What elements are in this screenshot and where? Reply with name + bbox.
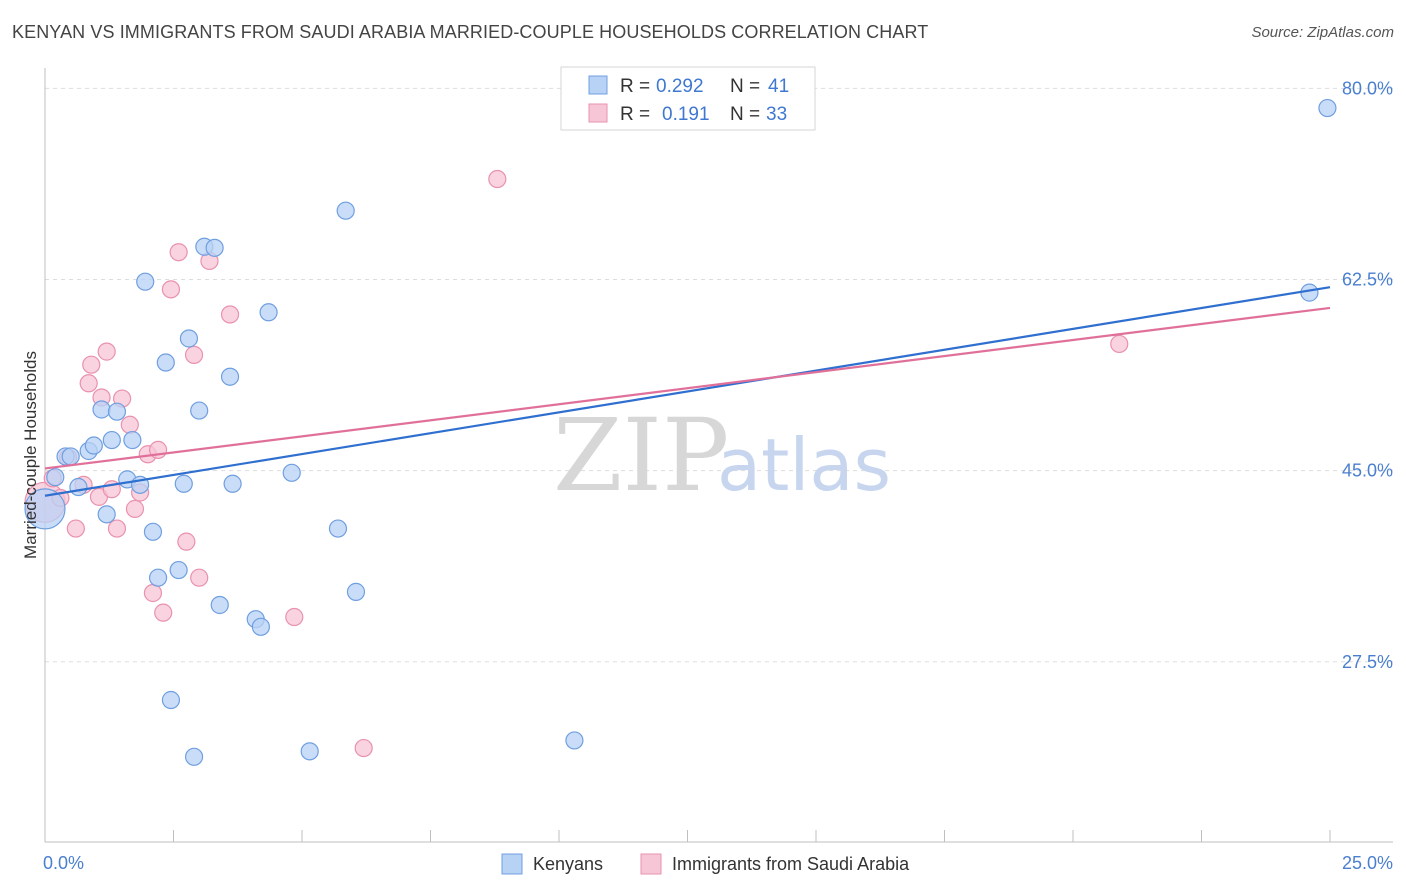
watermark-atlas: atlas [717,423,891,507]
legend-n-label-1: N = [730,76,760,97]
point-saudi-23 [177,532,196,551]
point-kenyans-30 [251,617,270,636]
point-kenyans-23 [190,401,209,420]
point-kenyans-37 [565,731,584,750]
bottom-legend-swatch-kenyans [501,853,523,875]
point-kenyans-31 [259,303,278,322]
point-saudi-15 [125,499,145,518]
y-axis-label: Married-couple Households [21,351,40,559]
y-tick-label-2: 62.5% [1342,270,1393,290]
legend-swatch-kenyans [588,75,608,95]
point-kenyans-25 [205,238,224,257]
point-kenyans-16 [148,568,168,587]
point-saudi-10 [97,342,116,361]
point-saudi-4 [66,519,85,538]
tick-labels: 27.5% 45.0% 62.5% 80.0% 0.0% 25.0% [43,78,1393,873]
point-saudi-18 [143,583,163,603]
legend-r-value-1: 0.292 [656,76,704,97]
point-kenyans-7 [92,400,111,419]
point-kenyans-38 [1300,283,1319,302]
point-kenyans-34 [328,519,348,538]
legend: R = 0.292 N = 41 R = 0.191 N = 33 [560,66,816,131]
point-kenyans-39 [1318,98,1337,118]
point-kenyans-28 [223,474,242,493]
source-credit: Source: ZipAtlas.com [1251,24,1394,41]
point-kenyans-27 [220,367,240,386]
series-kenyans-points [24,98,1337,766]
point-saudi-22 [169,243,188,262]
trend-line-saudi [44,306,1331,470]
chart-title: KENYAN VS IMMIGRANTS FROM SAUDI ARABIA M… [12,22,929,42]
point-kenyans-35 [336,201,355,220]
legend-n-value-2: 33 [766,104,787,125]
bottom-legend-saudi: Immigrants from Saudi Arabia [672,854,910,874]
legend-swatch-saudi [588,103,608,123]
watermark-zip: ZIP [553,397,729,514]
point-saudi-7 [82,355,101,374]
point-kenyans-1 [46,468,65,487]
point-kenyans-17 [156,353,175,372]
legend-r-value-2: 0.191 [662,104,710,125]
bottom-legend-swatch-saudi [640,853,662,875]
point-kenyans-15 [143,522,163,541]
point-kenyans-14 [136,272,155,291]
watermark: ZIP atlas [553,397,891,514]
point-kenyans-4 [69,477,88,497]
point-saudi-24 [184,345,204,364]
x-tick-label-0: 0.0% [43,853,84,873]
point-kenyans-20 [174,474,193,493]
bottom-legend-kenyans: Kenyans [533,854,603,874]
point-kenyans-0 [24,488,66,530]
y-tick-label-1: 45.0% [1342,461,1393,481]
point-kenyans-3 [61,447,80,466]
legend-n-label-2: N = [730,104,760,125]
point-saudi-21 [161,280,181,299]
point-kenyans-26 [210,595,229,615]
point-kenyans-33 [300,742,319,761]
point-saudi-20 [154,603,173,622]
point-kenyans-21 [179,329,199,348]
point-kenyans-22 [184,747,204,766]
point-kenyans-36 [346,582,366,601]
point-kenyans-10 [107,402,127,421]
point-saudi-6 [79,374,98,393]
grid-lines [45,87,1393,663]
y-tick-label-3: 80.0% [1342,78,1393,98]
point-saudi-12 [107,519,127,538]
y-tick-label-0: 27.5% [1342,652,1393,672]
legend-r-label-2: R = [620,104,650,125]
point-saudi-28 [285,607,304,627]
point-kenyans-19 [169,560,188,580]
point-kenyans-18 [161,690,181,710]
point-saudi-25 [190,568,209,587]
point-kenyans-32 [282,463,301,482]
point-kenyans-8 [97,505,116,524]
point-kenyans-9 [102,430,121,450]
trend-lines [44,286,1331,497]
legend-n-value-1: 41 [768,76,789,97]
axes [44,68,1393,843]
x-tick-label-1: 25.0% [1342,853,1393,873]
trend-line-kenyans [44,286,1331,497]
bottom-legend: Kenyans Immigrants from Saudi Arabia [501,853,910,875]
point-kenyans-6 [84,436,103,455]
point-saudi-30 [488,169,507,189]
point-saudi-31 [1110,334,1129,354]
point-saudi-27 [220,305,240,324]
legend-r-label-1: R = [620,76,650,97]
point-kenyans-12 [123,430,142,450]
point-saudi-14 [120,415,139,434]
point-saudi-29 [354,738,373,758]
